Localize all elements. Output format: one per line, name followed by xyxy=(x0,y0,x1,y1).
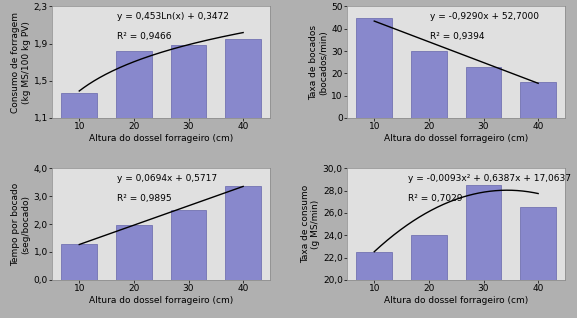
Y-axis label: Consumo de forragem
(kg MS/100 kg PV): Consumo de forragem (kg MS/100 kg PV) xyxy=(12,12,31,113)
Bar xyxy=(226,39,261,118)
Bar xyxy=(116,225,152,280)
Text: y = -0,0093x² + 0,6387x + 17,0637: y = -0,0093x² + 0,6387x + 17,0637 xyxy=(408,174,571,183)
X-axis label: Altura do dossel forrageiro (cm): Altura do dossel forrageiro (cm) xyxy=(384,296,529,305)
Bar xyxy=(411,235,447,280)
Bar xyxy=(357,17,392,118)
Bar xyxy=(62,245,97,280)
Bar xyxy=(466,67,501,118)
Bar xyxy=(226,186,261,280)
Bar xyxy=(520,82,556,118)
Text: y = -0,9290x + 52,7000: y = -0,9290x + 52,7000 xyxy=(430,12,539,21)
Bar xyxy=(411,51,447,118)
X-axis label: Altura do dossel forrageiro (cm): Altura do dossel forrageiro (cm) xyxy=(89,134,233,143)
Text: R² = 0,9394: R² = 0,9394 xyxy=(430,32,485,41)
Bar xyxy=(466,185,501,280)
Y-axis label: Tempo por bocado
(seg/bocado): Tempo por bocado (seg/bocado) xyxy=(12,183,31,266)
Y-axis label: Taxa de consumo
(g MS/min): Taxa de consumo (g MS/min) xyxy=(301,185,320,263)
Y-axis label: Taxa de bocados
(bocados/min): Taxa de bocados (bocados/min) xyxy=(309,25,328,100)
Bar xyxy=(357,252,392,280)
X-axis label: Altura do dossel forrageiro (cm): Altura do dossel forrageiro (cm) xyxy=(89,296,233,305)
Bar xyxy=(116,51,152,118)
Text: R² = 0,7029: R² = 0,7029 xyxy=(408,194,463,203)
Bar xyxy=(171,210,206,280)
Text: y = 0,0694x + 0,5717: y = 0,0694x + 0,5717 xyxy=(118,174,218,183)
Bar xyxy=(520,207,556,280)
Text: R² = 0,9466: R² = 0,9466 xyxy=(118,32,172,41)
Bar xyxy=(171,45,206,118)
X-axis label: Altura do dossel forrageiro (cm): Altura do dossel forrageiro (cm) xyxy=(384,134,529,143)
Text: R² = 0,9895: R² = 0,9895 xyxy=(118,194,172,203)
Bar xyxy=(62,93,97,118)
Text: y = 0,453Ln(x) + 0,3472: y = 0,453Ln(x) + 0,3472 xyxy=(118,12,230,21)
